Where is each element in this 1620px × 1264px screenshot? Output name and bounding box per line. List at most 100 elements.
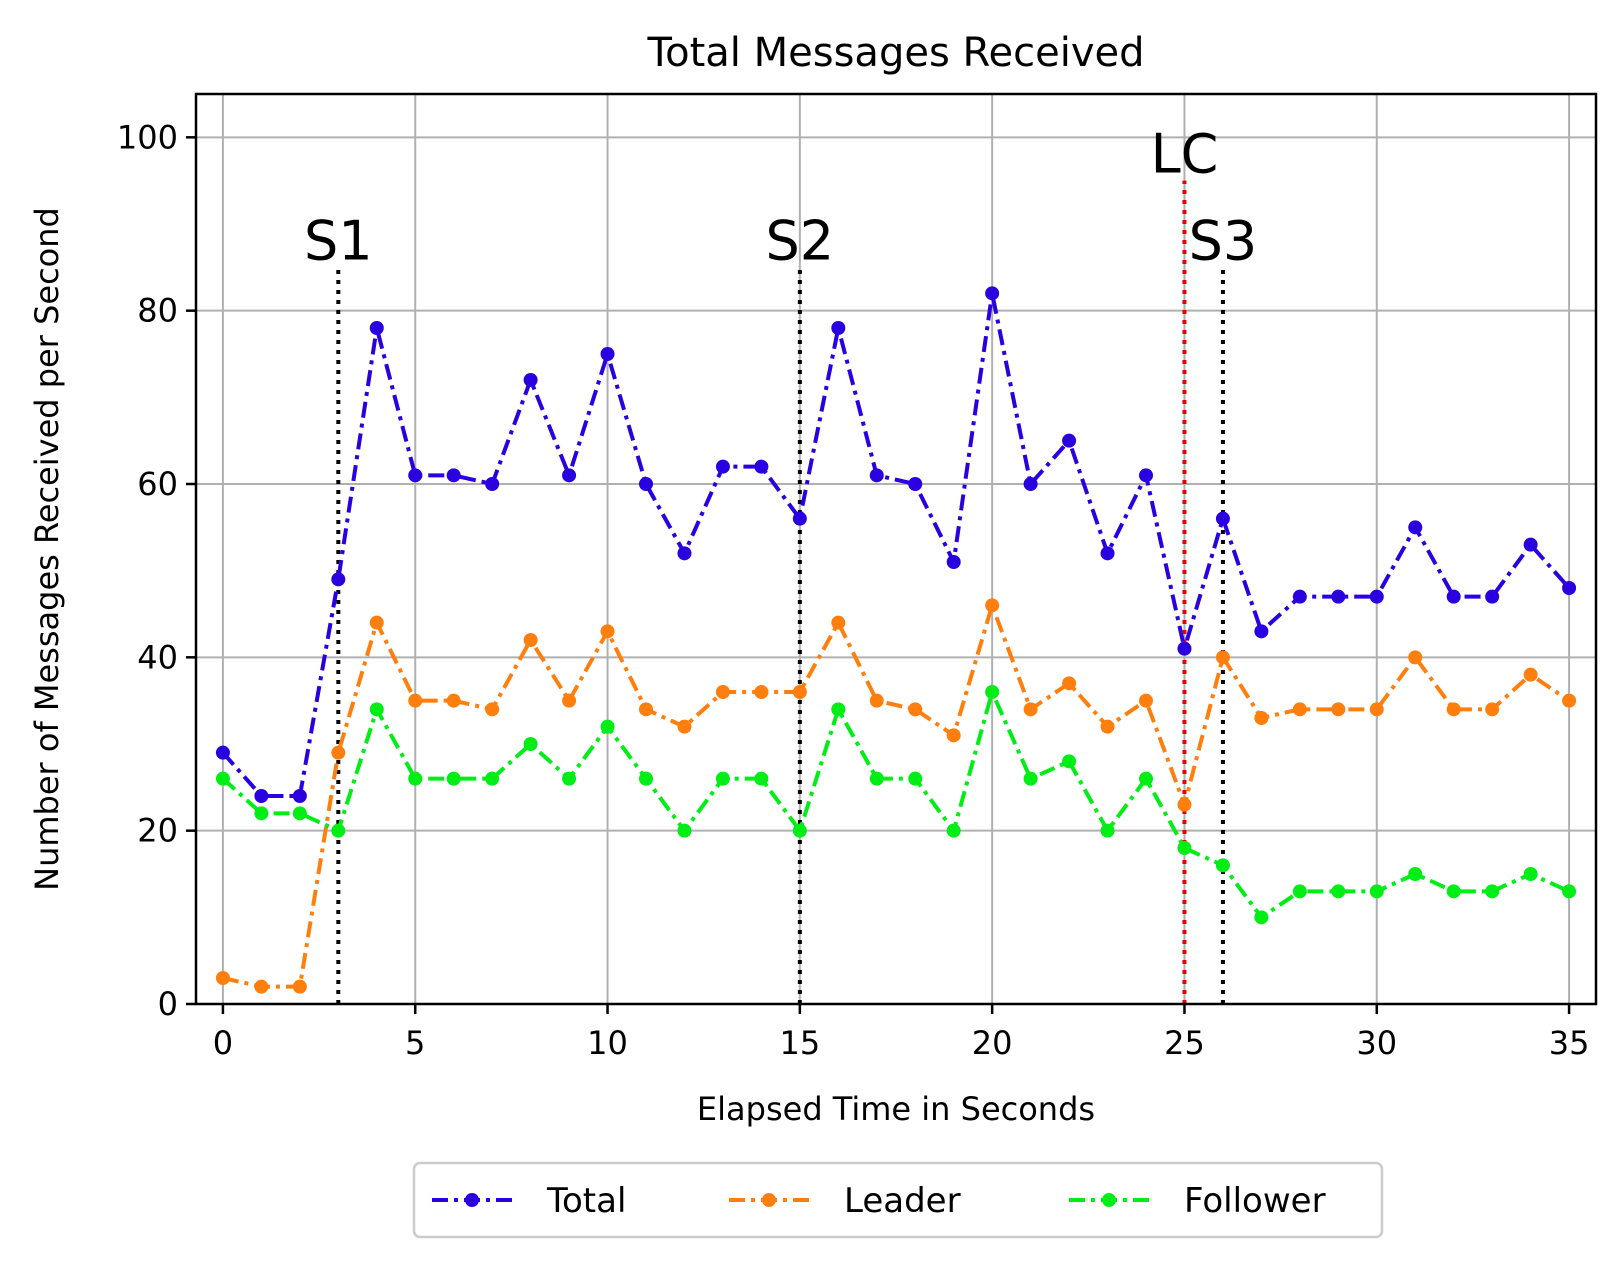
data-point: [562, 468, 577, 483]
data-point: [1062, 676, 1077, 691]
data-point: [908, 477, 923, 491]
y-tick-label: 40: [137, 638, 178, 676]
data-point: [523, 633, 538, 647]
data-point: [1485, 702, 1500, 717]
y-axis-label: Number of Messages Received per Second: [28, 207, 66, 891]
data-point: [1215, 858, 1230, 873]
data-point: [1408, 520, 1423, 535]
x-tick-label: 5: [405, 1024, 425, 1062]
data-point: [408, 693, 423, 708]
data-point: [215, 771, 230, 786]
data-point: [1485, 589, 1500, 604]
legend-item-leader: Leader: [729, 1181, 961, 1221]
data-point: [292, 979, 307, 994]
data-point: [485, 771, 500, 786]
data-point: [1446, 702, 1461, 717]
data-point: [562, 693, 577, 708]
data-point: [254, 806, 269, 821]
data-point: [292, 806, 307, 821]
data-point: [292, 789, 307, 803]
data-point: [600, 719, 615, 734]
data-point: [869, 771, 884, 786]
data-point: [1100, 546, 1115, 561]
data-point: [1023, 477, 1038, 491]
data-point: [1523, 537, 1538, 552]
data-point: [1446, 589, 1461, 604]
data-point: [792, 511, 807, 526]
data-point: [1369, 884, 1384, 899]
data-point: [1062, 433, 1077, 448]
x-tick-label: 25: [1164, 1024, 1205, 1062]
legend: Total Leader Follower: [412, 1161, 1384, 1239]
plot-frame: [194, 92, 1598, 1006]
data-point: [331, 823, 346, 838]
series-line-follower: [221, 690, 1570, 920]
data-point: [946, 555, 961, 569]
data-point: [1100, 823, 1115, 838]
data-point: [369, 702, 384, 717]
data-point: [1562, 581, 1577, 595]
data-point: [985, 685, 1000, 699]
data-point: [639, 477, 653, 491]
data-point: [369, 321, 384, 335]
data-point: [523, 737, 538, 751]
x-tick-label: 20: [972, 1024, 1013, 1062]
data-point: [831, 615, 846, 630]
data-point: [1562, 693, 1577, 708]
series-line-total: [221, 291, 1571, 798]
data-point: [792, 685, 807, 699]
x-tick-label: 15: [779, 1024, 820, 1062]
data-point: [869, 468, 884, 483]
data-point: [254, 789, 269, 803]
data-point: [985, 286, 1000, 301]
data-point: [639, 771, 653, 786]
data-point: [1369, 589, 1384, 604]
data-point: [639, 702, 653, 717]
data-point: [1215, 511, 1230, 526]
data-point: [1177, 841, 1192, 855]
data-point: [1177, 797, 1192, 812]
legend-item-follower: Follower: [1069, 1181, 1326, 1221]
data-point: [446, 771, 461, 786]
data-point: [1023, 771, 1038, 786]
data-point: [600, 624, 615, 639]
data-point: [1331, 884, 1346, 899]
data-point: [715, 771, 730, 786]
data-point: [1485, 884, 1500, 899]
data-point: [523, 373, 538, 387]
annotation-label-s3: S3: [1189, 209, 1258, 272]
data-point: [485, 702, 500, 717]
data-point: [985, 598, 1000, 613]
data-point: [946, 823, 961, 838]
x-tick-label: 0: [213, 1024, 233, 1062]
data-point: [869, 693, 884, 708]
y-tick-label: 80: [137, 292, 178, 330]
data-point: [1562, 884, 1577, 899]
data-point: [715, 459, 730, 474]
data-point: [1023, 702, 1038, 717]
data-point: [1408, 650, 1423, 665]
series-line-leader: [222, 603, 1571, 989]
data-point: [1369, 702, 1384, 717]
data-point: [1523, 667, 1538, 682]
series-leader: [215, 598, 1577, 994]
annotation-label-s1: S1: [304, 209, 373, 272]
data-point: [446, 693, 461, 708]
data-point: [369, 615, 384, 630]
data-point: [1139, 468, 1153, 483]
legend-marker: [465, 1193, 479, 1207]
data-point: [485, 477, 500, 491]
x-tick-label: 30: [1356, 1024, 1397, 1062]
data-point: [754, 685, 769, 699]
data-point: [831, 321, 846, 335]
data-point: [408, 468, 423, 483]
data-point: [1446, 884, 1461, 899]
legend-marker: [1102, 1193, 1116, 1207]
y-tick-label: 20: [137, 812, 178, 850]
chart-title: Total Messages Received: [647, 30, 1145, 76]
data-point: [677, 823, 692, 838]
annotations: [336, 180, 1225, 1004]
data-point: [215, 971, 230, 985]
legend-box: [412, 1161, 1384, 1239]
